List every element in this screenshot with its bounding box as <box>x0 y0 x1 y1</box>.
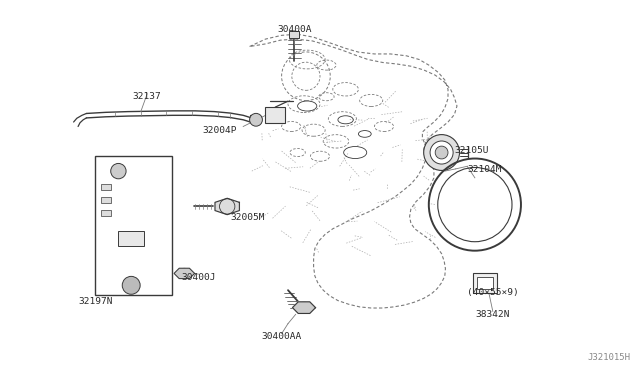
Text: 30400AA: 30400AA <box>262 332 301 341</box>
Text: 32137: 32137 <box>133 92 161 101</box>
Text: 32105U: 32105U <box>454 146 489 155</box>
Circle shape <box>111 163 126 179</box>
Text: 32197N: 32197N <box>79 297 113 306</box>
Bar <box>477 277 493 289</box>
Circle shape <box>435 146 448 159</box>
Circle shape <box>298 302 310 313</box>
Text: 32104M: 32104M <box>467 165 502 174</box>
Circle shape <box>269 109 282 122</box>
Text: 32004P: 32004P <box>202 126 237 135</box>
Circle shape <box>250 113 262 126</box>
Circle shape <box>122 276 140 294</box>
Bar <box>289 31 300 38</box>
Bar <box>118 231 144 246</box>
Polygon shape <box>292 302 316 314</box>
Bar <box>265 107 285 124</box>
Bar <box>101 210 111 216</box>
Text: 30400A: 30400A <box>277 25 312 34</box>
Bar <box>95 156 172 295</box>
Bar <box>101 197 111 203</box>
Text: 30400J: 30400J <box>181 273 216 282</box>
Bar <box>473 273 497 293</box>
Text: (40×55×9): (40×55×9) <box>467 288 518 296</box>
Polygon shape <box>174 268 195 279</box>
Polygon shape <box>215 198 239 215</box>
Text: 32005M: 32005M <box>230 213 265 222</box>
Circle shape <box>424 135 460 170</box>
Bar <box>101 184 111 190</box>
Text: J321015H: J321015H <box>588 353 630 362</box>
Circle shape <box>430 141 453 164</box>
Text: 38342N: 38342N <box>476 310 510 319</box>
